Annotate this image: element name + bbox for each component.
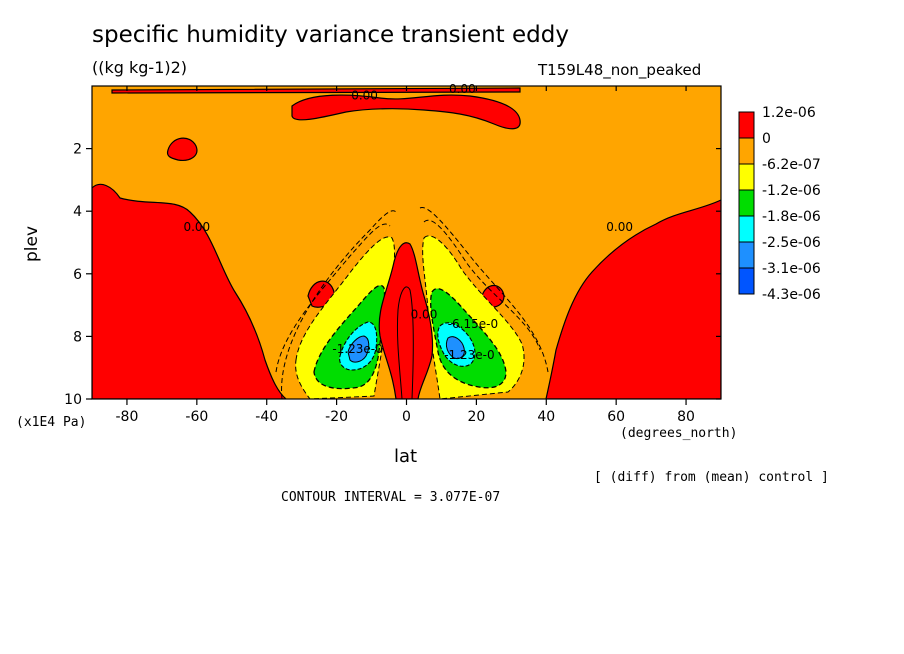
legend-label: -2.5e-06 <box>762 235 821 251</box>
legend-label: 0 <box>762 131 771 147</box>
contour-label: -1.23e-0 <box>332 342 382 356</box>
contour-label: -6.15e-0 <box>448 317 498 331</box>
red-tower-center <box>378 242 434 399</box>
red-blob-left-upper <box>166 137 198 161</box>
y-tick-label: 10 <box>64 392 82 408</box>
red-blob-top-center <box>291 94 521 130</box>
x-axis-ticks: -80 -60 -40 -20 0 20 40 60 80 <box>116 86 695 425</box>
legend-swatch <box>738 137 755 165</box>
contour-label: 0.00 <box>351 88 378 102</box>
chart-title: specific humidity variance transient edd… <box>92 22 569 48</box>
legend-label: -3.1e-06 <box>762 261 821 277</box>
blue-core-right <box>445 336 465 359</box>
contour-label: 0.00 <box>183 220 210 234</box>
x-tick-label: -40 <box>255 409 278 425</box>
legend-swatch <box>738 267 755 295</box>
legend-label: -4.3e-06 <box>762 287 821 303</box>
chart-units: ((kg kg-1)2) <box>92 58 188 77</box>
tower-inner-contour <box>396 286 414 399</box>
x-axis-units: (degrees_north) <box>620 426 738 441</box>
y-tick-label: 6 <box>73 267 82 283</box>
contour-field <box>92 86 721 399</box>
outer-contour-right <box>419 207 549 373</box>
x-tick-label: 80 <box>677 409 695 425</box>
contour-label: 0.00 <box>411 307 438 321</box>
inner-contour-right <box>423 219 541 351</box>
legend-label: -1.8e-06 <box>762 209 821 225</box>
x-tick-label: -60 <box>185 409 208 425</box>
contour-labels: 0.00 0.00 0.00 0.00 0.00 -6.15e-0 -1.23e-0 -1.2… <box>183 82 633 362</box>
legend-label: 1.2e-06 <box>762 105 816 121</box>
y-tick-label: 2 <box>73 142 82 158</box>
x-tick-label: 20 <box>467 409 485 425</box>
red-region-top <box>111 87 521 94</box>
contour-label: -1.23e-0 <box>444 348 494 362</box>
run-label: T159L48_non_peaked <box>538 61 702 79</box>
x-tick-label: -80 <box>116 409 139 425</box>
x-tick-label: 0 <box>402 409 411 425</box>
legend-label: -1.2e-06 <box>762 183 821 199</box>
contour-label: 0.00 <box>449 82 476 96</box>
y-axis-units: (x1E4 Pa) <box>16 415 87 430</box>
red-region-left <box>92 183 287 399</box>
y-tick-label: 8 <box>73 329 82 345</box>
x-tick-label: -20 <box>325 409 348 425</box>
y-tick-label: 4 <box>73 204 82 220</box>
inner-contour-left <box>275 223 391 373</box>
diff-note: [ (diff) from (mean) control ] <box>594 470 829 485</box>
legend-swatch <box>738 111 755 139</box>
legend-swatch <box>738 189 755 217</box>
red-region-right <box>545 199 721 399</box>
outer-contour-left <box>281 210 397 399</box>
blue-core-left <box>347 335 370 363</box>
color-legend: 1.2e-06 0 -6.2e-07 -1.2e-06 -1.8e-06 -2.5e-06… <box>738 105 821 303</box>
x-tick-label: 60 <box>607 409 625 425</box>
contour-label: 0.00 <box>606 220 633 234</box>
legend-swatch <box>738 215 755 243</box>
x-axis-label: lat <box>394 446 418 467</box>
legend-label: -6.2e-07 <box>762 157 821 173</box>
legend-swatch <box>738 163 755 191</box>
y-axis-ticks: 2 4 6 8 10 <box>64 142 721 408</box>
legend-swatch <box>738 241 755 269</box>
x-tick-label: 40 <box>537 409 555 425</box>
contour-interval: CONTOUR INTERVAL = 3.077E-07 <box>281 490 501 505</box>
